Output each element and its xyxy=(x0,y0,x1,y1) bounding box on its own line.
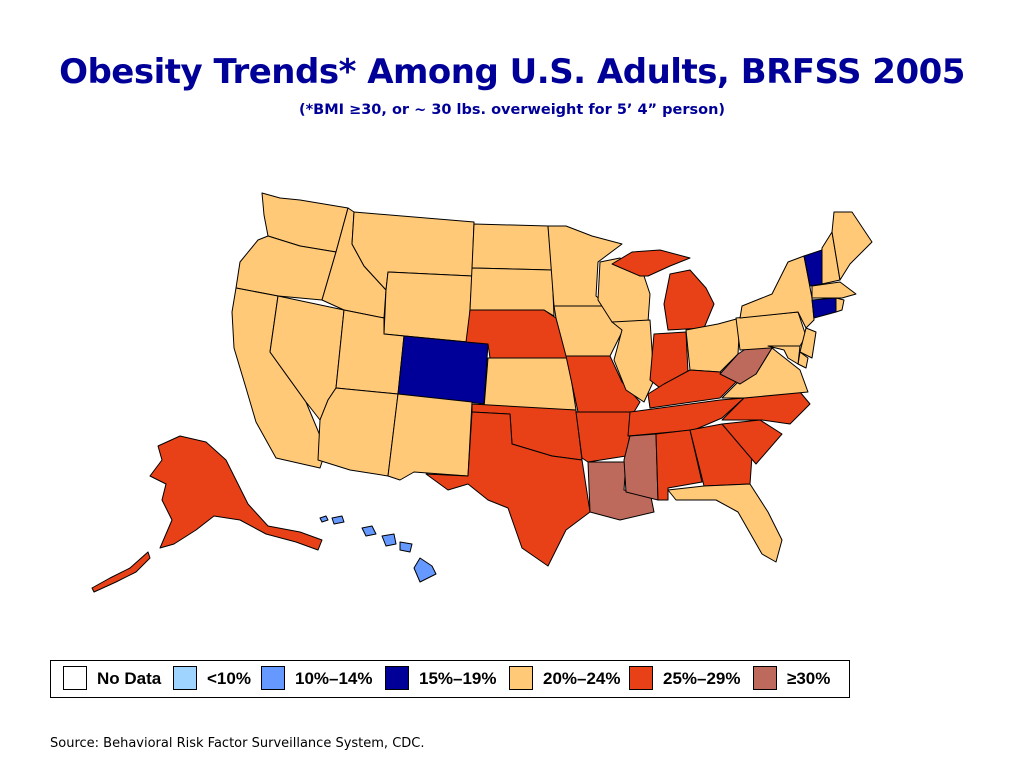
state-AZ xyxy=(317,387,399,477)
state-CT xyxy=(811,297,837,319)
state-MI xyxy=(663,269,715,331)
legend-label: No Data xyxy=(97,669,162,688)
legend-swatch xyxy=(261,666,285,690)
state-CO xyxy=(397,335,489,405)
state-FL xyxy=(667,483,783,563)
source-note: Source: Behavioral Risk Factor Surveilla… xyxy=(50,736,425,751)
legend-label: 15%–19% xyxy=(419,669,497,688)
state-NM xyxy=(387,393,473,481)
state-MA xyxy=(811,281,857,299)
state-KS xyxy=(483,357,577,411)
page-title: Obesity Trends* Among U.S. Adults, BRFSS… xyxy=(59,52,965,92)
state-HI-1 xyxy=(319,515,329,523)
state-TX xyxy=(425,411,591,567)
legend-swatch xyxy=(173,666,197,690)
legend-swatch xyxy=(629,666,653,690)
state-MI-upper xyxy=(611,249,691,277)
legend-label: 25%–29% xyxy=(663,669,741,688)
legend-swatch xyxy=(385,666,409,690)
legend-label: 20%–24% xyxy=(543,669,621,688)
legend-swatch xyxy=(509,666,533,690)
legend: No Data <10% 10%–14% 15%–19% 20%–24% 25%… xyxy=(50,660,850,698)
state-SD xyxy=(469,267,555,317)
state-IL xyxy=(611,319,655,403)
state-AK-island xyxy=(91,551,151,593)
state-AR xyxy=(575,411,635,463)
state-HI-2 xyxy=(331,515,345,525)
state-MD xyxy=(767,345,801,365)
state-ME xyxy=(831,211,873,281)
state-HI-6 xyxy=(413,557,437,583)
state-NJ xyxy=(799,327,817,359)
legend-label: 10%–14% xyxy=(295,669,373,688)
legend-label: <10% xyxy=(207,669,251,688)
state-MS xyxy=(623,433,659,501)
page-subtitle: (*BMI ≥30, or ~ 30 lbs. overweight for 5… xyxy=(298,102,726,118)
legend-swatch xyxy=(753,666,777,690)
state-SC xyxy=(721,419,783,465)
legend-label: ≥30% xyxy=(787,669,831,688)
legend-swatch xyxy=(63,666,87,690)
state-AK xyxy=(149,435,323,551)
state-RI xyxy=(835,297,845,313)
state-ND xyxy=(471,223,553,271)
state-TN xyxy=(627,397,745,437)
state-WY xyxy=(383,271,473,343)
state-HI-4 xyxy=(381,533,397,547)
state-HI-5 xyxy=(399,541,413,553)
state-HI-3 xyxy=(361,525,377,537)
